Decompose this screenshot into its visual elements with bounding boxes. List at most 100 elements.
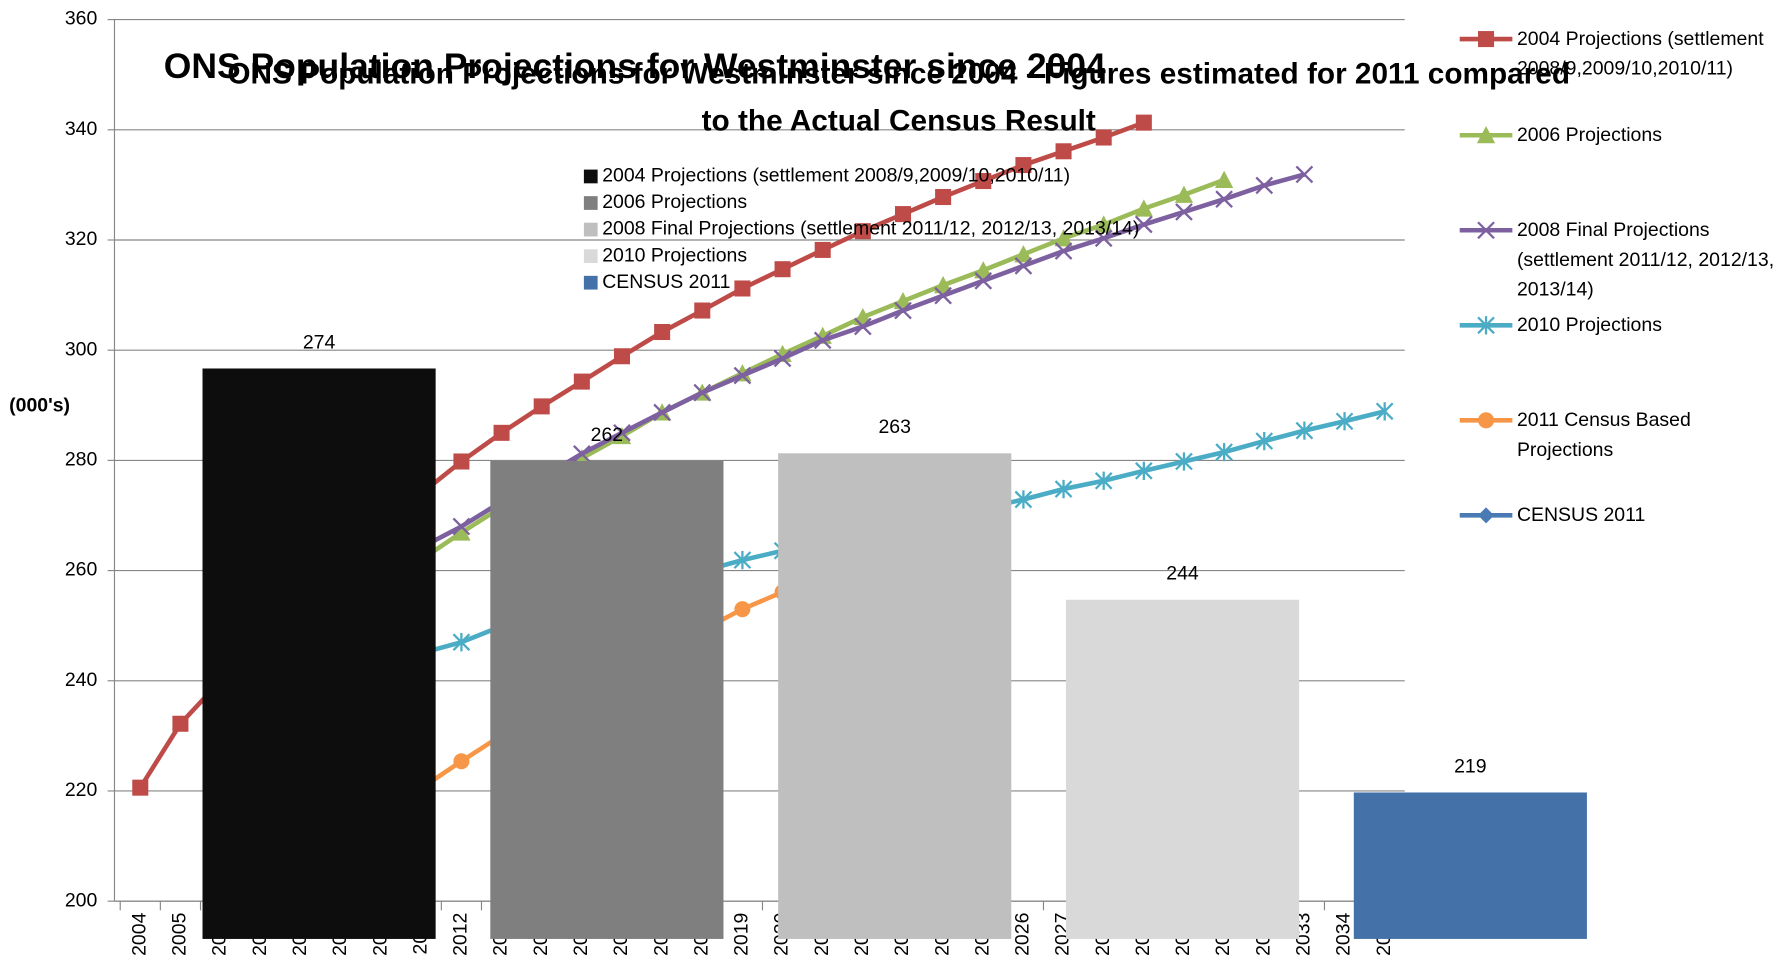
legend-label: 2004 Projections (settlement 2008/9,2009…	[1516, 27, 1764, 80]
marker	[1215, 190, 1233, 209]
legend-label: 2006 Projections	[602, 191, 747, 213]
marker	[935, 189, 952, 206]
legend-label: 2010 Projections	[602, 244, 747, 266]
legend-swatch	[583, 222, 598, 237]
data-label: 219	[1454, 755, 1486, 777]
legend-label: 2004 Projections (settlement 2008/9,2009…	[602, 165, 1070, 187]
x-tick-label: 2019	[731, 913, 753, 956]
data-label: 262	[591, 424, 623, 446]
marker	[654, 323, 671, 341]
marker	[854, 317, 872, 336]
legend-label-box: 2008 Final Projections (settlement 2011/…	[1516, 218, 1775, 301]
marker	[1094, 215, 1113, 233]
marker	[894, 206, 911, 223]
marker	[1014, 490, 1033, 509]
marker	[733, 550, 752, 570]
marker	[613, 348, 631, 365]
legend-label-box: 2006 Projections	[1516, 123, 1662, 146]
marker	[573, 444, 591, 463]
marker	[934, 286, 952, 305]
y-tick-label: 320	[65, 228, 98, 250]
marker	[1174, 185, 1194, 203]
y-tick-label: 340	[65, 118, 98, 140]
x-tick-label: 2034	[1333, 912, 1355, 955]
marker	[1054, 479, 1073, 499]
x-tick-label: 2012	[450, 913, 472, 956]
marker	[773, 349, 792, 368]
marker	[1478, 507, 1495, 524]
marker	[1094, 229, 1113, 248]
legend-label-box: CENSUS 2011	[1516, 503, 1646, 526]
chart-title-box: ONS Population Projections for Westminst…	[227, 56, 1570, 137]
marker	[1014, 245, 1033, 263]
data-label: 263	[878, 416, 910, 438]
marker	[1255, 431, 1274, 451]
marker	[1135, 461, 1153, 481]
data-label: 244	[1166, 563, 1199, 585]
marker	[1094, 471, 1113, 490]
bar	[1065, 599, 1300, 939]
marker	[1015, 157, 1032, 174]
marker	[1214, 170, 1234, 188]
marker	[974, 271, 993, 290]
marker	[452, 523, 471, 541]
y-tick-label: 240	[65, 669, 98, 691]
marker	[533, 398, 550, 415]
marker	[1175, 452, 1193, 471]
y-tick-label: 360	[65, 8, 98, 30]
legend-label-box: 2010 Projections	[1516, 313, 1662, 336]
marker	[1335, 412, 1354, 431]
y-tick-label: 300	[65, 338, 98, 360]
marker	[1476, 126, 1496, 144]
legend-label: 2008 Final Projections (settlement 2011/…	[1516, 218, 1775, 301]
marker	[933, 276, 953, 294]
marker	[975, 173, 992, 190]
marker	[453, 453, 470, 470]
legend-label: CENSUS 2011	[602, 271, 730, 293]
marker	[1135, 215, 1153, 234]
marker	[734, 601, 751, 618]
marker	[1478, 412, 1495, 429]
marker	[1478, 31, 1495, 48]
legend-label-box: 2011 Census Based Projections	[1517, 409, 1691, 461]
marker	[1054, 229, 1073, 247]
marker	[694, 302, 711, 319]
marker	[813, 331, 832, 350]
marker	[1215, 442, 1233, 462]
marker	[1175, 203, 1193, 221]
legend-label: 2010 Projections	[1516, 313, 1662, 336]
marker	[1095, 129, 1112, 146]
marker	[1054, 242, 1073, 260]
bar	[1353, 792, 1587, 939]
legend-label: CENSUS 2011	[1516, 503, 1646, 526]
y-tick-label: 220	[65, 779, 98, 801]
marker	[1255, 176, 1274, 195]
marker	[1477, 316, 1495, 335]
marker	[172, 715, 189, 732]
y-tick-label: 200	[65, 889, 98, 911]
marker	[452, 517, 471, 536]
marker	[693, 383, 712, 402]
marker	[573, 373, 590, 390]
marker	[854, 223, 871, 240]
marker	[1135, 114, 1152, 131]
bar	[202, 368, 436, 939]
series-line	[299, 172, 1306, 612]
legend-swatch	[583, 169, 598, 184]
x-tick-label: 2004	[128, 912, 150, 955]
marker	[1295, 165, 1314, 184]
marker	[1295, 421, 1314, 440]
marker	[894, 301, 912, 320]
marker	[653, 403, 671, 422]
y-axis-label: (000's)	[9, 395, 70, 417]
bar	[778, 453, 1012, 939]
marker	[1014, 257, 1033, 275]
marker	[814, 241, 831, 258]
legend-label: 2006 Projections	[1516, 123, 1662, 146]
marker	[1375, 402, 1394, 421]
bar	[490, 460, 724, 939]
x-tick-label: 2026	[1012, 913, 1034, 956]
y-tick-label: 260	[65, 559, 98, 581]
